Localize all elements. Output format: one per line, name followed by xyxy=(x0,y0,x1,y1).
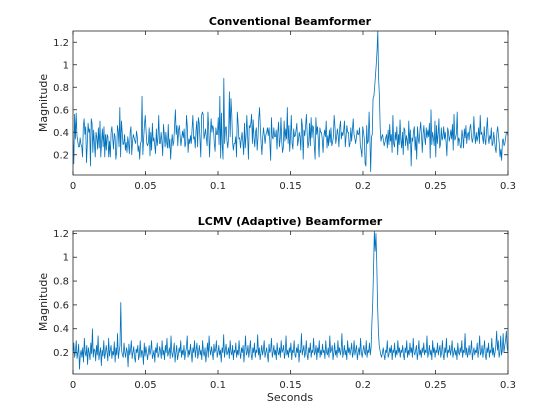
chart-title: Conventional Beamformer xyxy=(209,15,372,28)
y-tick-label: 0.6 xyxy=(53,105,69,116)
x-tick-label: 0.1 xyxy=(210,380,226,391)
y-tick-label: 1 xyxy=(63,60,69,71)
plot-area xyxy=(73,231,508,370)
x-tick-label: 0.25 xyxy=(424,181,446,192)
y-tick-label: 1.2 xyxy=(53,38,69,49)
y-axis-label: Magnitude xyxy=(37,273,50,332)
y-tick-label: 0.2 xyxy=(53,348,69,359)
x-tick-label: 0.2 xyxy=(355,380,371,391)
y-tick-label: 0.8 xyxy=(53,83,69,94)
x-tick-label: 0.05 xyxy=(134,380,156,391)
x-tick-label: 0.25 xyxy=(424,380,446,391)
plot-area xyxy=(73,31,508,173)
y-tick-label: 1.2 xyxy=(53,229,69,240)
axes: 0 0.05 0.1 0.15 0.2 0.25 0.3 0.2 0.4 0.6 0.8 1 1.2 xyxy=(53,30,516,192)
y-tick-label: 0.8 xyxy=(53,277,69,288)
x-tick-label: 0 xyxy=(70,380,76,391)
y-tick-label: 1 xyxy=(63,253,69,264)
series-line-0 xyxy=(73,231,508,370)
axes: 0 0.05 0.1 0.15 0.2 0.25 0.3 0.2 0.4 0.6 0.8 1 1.2 xyxy=(53,229,516,391)
y-tick-label: 0.4 xyxy=(53,324,69,335)
chart-title: LCMV (Adaptive) Beamformer xyxy=(198,215,383,228)
x-tick-label: 0.3 xyxy=(500,181,516,192)
x-tick-label: 0 xyxy=(70,181,76,192)
y-tick-label: 0.4 xyxy=(53,128,69,139)
x-tick-label: 0.15 xyxy=(279,181,301,192)
panel-conventional-beamformer: Conventional Beamformer Magnitude 0 0.05 0… xyxy=(37,15,516,192)
x-tick-label: 0.15 xyxy=(279,380,301,391)
y-tick-label: 0.2 xyxy=(53,150,69,161)
y-tick-label: 0.6 xyxy=(53,300,69,311)
x-tick-label: 0.1 xyxy=(210,181,226,192)
x-axis-label: Seconds xyxy=(267,391,313,404)
x-tick-label: 0.2 xyxy=(355,181,371,192)
x-tick-label: 0.3 xyxy=(500,380,516,391)
series-line-0 xyxy=(73,31,508,173)
x-tick-label: 0.05 xyxy=(134,181,156,192)
y-axis-label: Magnitude xyxy=(37,74,50,133)
panel-lcmv-beamformer: LCMV (Adaptive) Beamformer Magnitude Sec… xyxy=(37,215,516,404)
